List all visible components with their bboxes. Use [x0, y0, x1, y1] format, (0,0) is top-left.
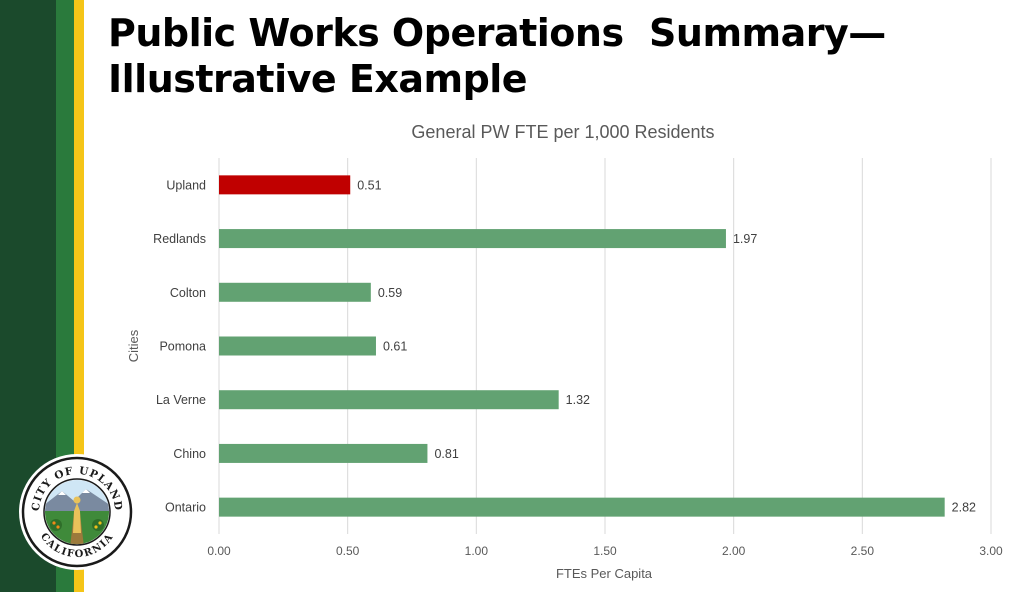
x-tick-label: 0.00: [207, 544, 231, 558]
category-label: La Verne: [156, 393, 206, 407]
slide-title-line-2: Illustrative Example: [108, 57, 528, 101]
x-tick-label: 2.50: [851, 544, 875, 558]
x-tick-labels: 0.00 0.50 1.00 1.50 2.00 2.50 3.00: [207, 544, 1003, 558]
bar-ontario: [219, 497, 945, 517]
slide-title-line-1: Public Works Operations Summary—: [108, 11, 886, 55]
category-label: Upland: [166, 178, 206, 192]
category-label: Ontario: [165, 501, 206, 515]
value-label: 2.82: [952, 501, 976, 515]
x-tick-label: 2.00: [722, 544, 746, 558]
value-label: 1.32: [566, 393, 590, 407]
city-seal: CITY OF UPLAND CALIFORNIA: [19, 454, 135, 570]
category-label: Chino: [173, 447, 206, 461]
bar-colton: [219, 282, 371, 302]
category-labels: Upland Redlands Colton Pomona La Verne Chino O…: [153, 178, 206, 514]
x-axis-label: FTEs Per Capita: [556, 566, 653, 581]
bar-redlands: [219, 229, 726, 249]
left-stripe-gold: [74, 0, 84, 592]
value-labels: 0.51 1.97 0.59 0.61 1.32 0.81 2.82: [357, 178, 976, 514]
x-tick-label: 3.00: [979, 544, 1003, 558]
bar-la-verne: [219, 390, 559, 410]
bar-pomona: [219, 336, 376, 356]
category-label: Redlands: [153, 232, 206, 246]
x-tick-label: 0.50: [336, 544, 360, 558]
value-label: 1.97: [733, 232, 757, 246]
category-label: Colton: [170, 286, 206, 300]
x-tick-label: 1.50: [593, 544, 617, 558]
bars-group: [219, 175, 945, 517]
x-tick-label: 1.00: [465, 544, 489, 558]
bar-chino: [219, 443, 428, 463]
bar-upland: [219, 175, 351, 195]
y-axis-label: Cities: [126, 329, 141, 362]
category-label: Pomona: [159, 340, 206, 354]
value-label: 0.59: [378, 286, 402, 300]
slide-title: Public Works Operations Summary— Illustr…: [108, 10, 1008, 102]
value-label: 0.51: [357, 178, 381, 192]
value-label: 0.61: [383, 340, 407, 354]
value-label: 0.81: [434, 447, 458, 461]
left-stripe-green: [56, 0, 74, 592]
chart-title: General PW FTE per 1,000 Residents: [411, 122, 714, 142]
